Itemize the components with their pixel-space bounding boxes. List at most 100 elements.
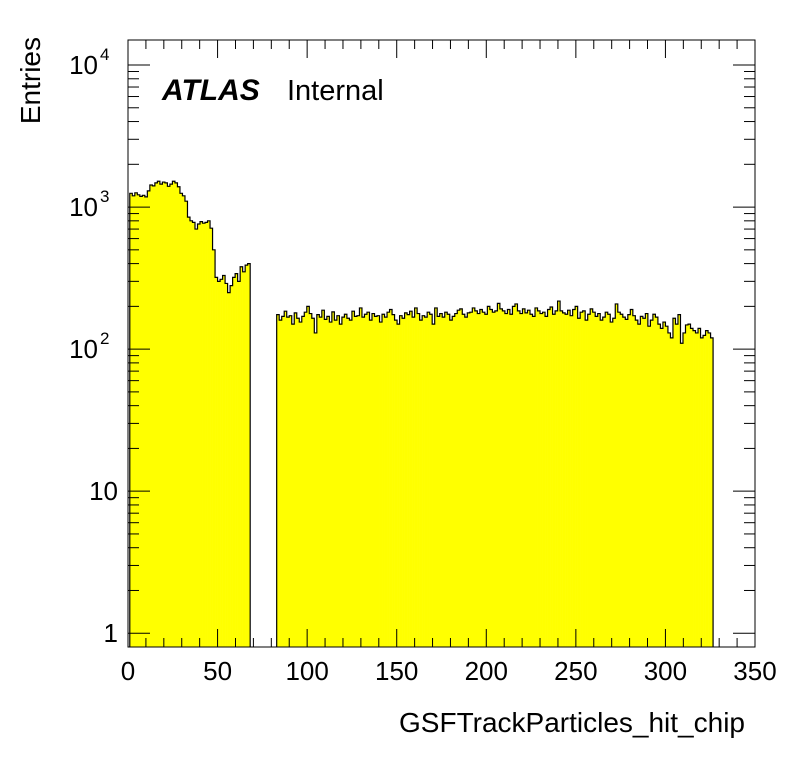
x-tick-label: 150 bbox=[375, 656, 418, 686]
histogram-bin bbox=[612, 318, 616, 647]
histogram-bin bbox=[349, 320, 353, 647]
histogram-bin bbox=[655, 317, 659, 647]
histogram-bin bbox=[306, 306, 310, 647]
histogram-bin bbox=[605, 312, 609, 647]
histogram-bin bbox=[442, 317, 446, 647]
histogram-bin bbox=[464, 317, 468, 647]
histogram-bin bbox=[570, 315, 573, 647]
x-tick-label: 50 bbox=[203, 656, 232, 686]
histogram-bin bbox=[397, 324, 400, 647]
y-tick-label: 10 bbox=[89, 476, 118, 506]
histogram-bin bbox=[371, 313, 375, 647]
histogram-bin bbox=[572, 309, 576, 647]
histogram-bin bbox=[324, 319, 328, 647]
histogram-bin bbox=[387, 312, 390, 647]
histogram-bin bbox=[129, 193, 133, 647]
histogram-bin bbox=[708, 332, 711, 647]
histogram-bin bbox=[364, 314, 368, 647]
internal-label: Internal bbox=[287, 75, 384, 107]
histogram-bin bbox=[240, 266, 243, 647]
histogram-bin bbox=[454, 313, 458, 647]
histogram-bin bbox=[625, 319, 629, 647]
histogram-bin bbox=[154, 182, 158, 648]
histogram-bin bbox=[409, 311, 413, 647]
histogram-bin bbox=[152, 185, 156, 647]
histogram-bin bbox=[294, 312, 298, 647]
histogram-bin bbox=[477, 313, 481, 647]
histogram-bin bbox=[346, 318, 350, 647]
histogram-bin bbox=[645, 313, 649, 647]
histogram-bin bbox=[632, 315, 636, 647]
histogram-bin bbox=[399, 315, 403, 647]
histogram-bin bbox=[304, 312, 308, 647]
histogram-bin bbox=[279, 320, 283, 647]
histogram-bin bbox=[452, 316, 456, 647]
histogram-bin bbox=[595, 316, 599, 647]
y-tick-label: 1 bbox=[104, 618, 118, 648]
histogram-bin bbox=[682, 332, 686, 647]
histogram-bin bbox=[462, 314, 466, 647]
histogram-bin bbox=[247, 263, 251, 647]
histogram-bin bbox=[602, 317, 606, 647]
histogram-bin bbox=[693, 330, 696, 647]
plot-frame bbox=[127, 39, 756, 648]
histogram-bin bbox=[565, 314, 568, 647]
histogram-bin bbox=[222, 275, 226, 647]
histogram-bin bbox=[615, 303, 619, 647]
histogram-bin bbox=[366, 312, 370, 647]
histogram-bin bbox=[610, 322, 614, 647]
histogram-bin bbox=[642, 318, 646, 647]
histogram-bin bbox=[142, 195, 146, 647]
histogram-bin bbox=[172, 181, 176, 647]
histogram-bin bbox=[422, 315, 425, 647]
histogram-bin bbox=[205, 222, 208, 648]
histogram-bin bbox=[157, 181, 161, 647]
histogram-bin bbox=[134, 192, 138, 647]
histogram-bin bbox=[369, 320, 373, 647]
y-tick-exponent: 4 bbox=[100, 45, 109, 64]
histogram-bin bbox=[232, 277, 236, 647]
histogram-bin bbox=[382, 314, 385, 647]
atlas-label: ATLAS bbox=[161, 74, 260, 107]
histogram-bin bbox=[402, 318, 405, 647]
histogram-bin bbox=[132, 195, 136, 648]
histogram-bin bbox=[389, 309, 393, 647]
histogram-bin bbox=[281, 316, 285, 647]
histogram-bin bbox=[359, 307, 363, 647]
histogram-bin bbox=[177, 186, 181, 647]
histogram-bin bbox=[542, 312, 546, 647]
histogram-bin bbox=[167, 186, 171, 647]
histogram-bin bbox=[316, 314, 320, 647]
histogram-bin bbox=[331, 311, 335, 647]
histogram-bin bbox=[698, 328, 701, 647]
histogram-bin bbox=[414, 307, 418, 647]
histogram-bin bbox=[509, 314, 513, 647]
histogram-bin bbox=[620, 314, 624, 647]
histogram-bin bbox=[675, 324, 679, 647]
histogram-bin bbox=[489, 309, 493, 647]
histogram-bin bbox=[384, 317, 388, 647]
histogram-bin bbox=[379, 322, 383, 647]
histogram-bin bbox=[230, 285, 233, 647]
x-tick-label: 200 bbox=[465, 656, 508, 686]
histogram-bin bbox=[377, 315, 380, 647]
histogram-bin bbox=[545, 316, 548, 647]
histogram-bin bbox=[484, 314, 488, 647]
histogram-bin bbox=[685, 324, 689, 647]
histogram-bin bbox=[202, 223, 206, 647]
histogram-bin bbox=[311, 318, 315, 647]
histogram-bin bbox=[657, 324, 661, 647]
histogram-bin bbox=[432, 324, 435, 647]
histogram-bin bbox=[688, 324, 691, 647]
histogram-bin bbox=[627, 314, 631, 647]
histogram-bin bbox=[497, 303, 501, 647]
histogram-bin bbox=[514, 303, 518, 647]
histogram-bin bbox=[444, 312, 448, 647]
histogram-bin bbox=[225, 283, 228, 647]
histogram-bin bbox=[392, 314, 395, 647]
histogram-bin bbox=[537, 310, 541, 647]
histogram-bin bbox=[504, 313, 508, 647]
histogram-bin bbox=[434, 307, 438, 647]
histogram-bin bbox=[660, 328, 664, 647]
histogram-bin bbox=[319, 317, 323, 647]
